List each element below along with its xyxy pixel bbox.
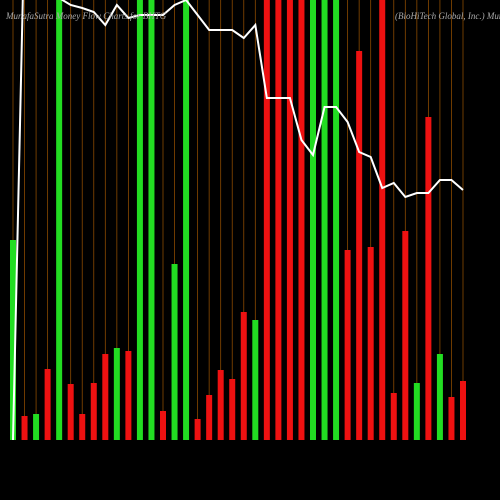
bar [10, 240, 16, 440]
bar [136, 0, 143, 440]
bar [413, 383, 420, 440]
bar [298, 0, 305, 440]
bar [102, 354, 109, 440]
bar [229, 379, 236, 440]
bar [125, 351, 132, 440]
bar [113, 348, 120, 440]
bar [194, 419, 201, 440]
bar [310, 0, 316, 440]
bar [321, 0, 328, 440]
bar [356, 51, 363, 440]
bar [56, 0, 63, 440]
bar [344, 250, 351, 440]
bar [460, 381, 466, 440]
bar [217, 370, 224, 440]
bar [183, 0, 190, 440]
bar [263, 0, 270, 440]
bar [275, 0, 282, 440]
bar [448, 397, 455, 440]
bar [333, 0, 340, 440]
chart-title: MunafaSutra Money Flow Charts for BHTG [5, 11, 167, 21]
bar [67, 384, 74, 440]
bar [252, 320, 259, 440]
bar [21, 416, 28, 440]
bar [171, 264, 178, 440]
bar [402, 231, 409, 440]
bar [160, 411, 166, 440]
bar [44, 369, 51, 440]
bar [206, 395, 213, 440]
bar [379, 0, 386, 440]
bar [367, 247, 374, 440]
bar [90, 383, 97, 440]
bar [390, 393, 397, 440]
bar [286, 0, 293, 440]
bar [240, 312, 247, 440]
bar [148, 0, 155, 440]
price-line [12, 0, 464, 440]
bar [425, 117, 432, 440]
bar [436, 354, 443, 440]
chart-subtitle: (BioHiTech Global, Inc.) MunafaSutra.com [395, 11, 500, 21]
bar [33, 414, 40, 440]
bar [79, 414, 86, 440]
